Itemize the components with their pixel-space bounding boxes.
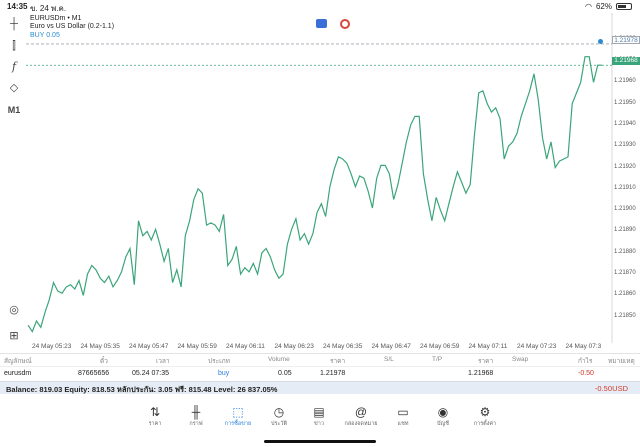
tab-quotes[interactable]: ⇅ ราคา xyxy=(135,404,175,434)
wifi-icon: ◠ xyxy=(585,2,592,11)
news-icon: ▤ xyxy=(313,405,325,419)
pos-profit: -0.50 xyxy=(578,370,594,377)
price-axis-label: 1.21950 xyxy=(614,99,636,106)
time-axis-label: 24 May 06:23 xyxy=(274,343,314,350)
price-chart[interactable] xyxy=(26,13,640,343)
time-axis-label: 24 May 07:11 xyxy=(468,343,508,350)
objects-icon[interactable]: ◇ xyxy=(9,82,19,94)
price-axis-label: 1.21850 xyxy=(614,312,636,319)
tab-settings[interactable]: ⚙ การตั้งค่า xyxy=(465,404,505,434)
col-current-price: ราคา xyxy=(478,358,494,365)
balance-summary: Balance: 819.03 Equity: 818.53 หลักประกั… xyxy=(6,385,278,394)
tab-news[interactable]: ▤ ข่าว xyxy=(299,404,339,434)
gear-icon: ⚙ xyxy=(479,405,491,419)
history-clock-icon: ◷ xyxy=(273,405,285,419)
tab-history[interactable]: ◷ ประวัติ xyxy=(259,404,299,434)
tab-trade[interactable]: ⬚ การซื้อขาย xyxy=(218,404,258,434)
crosshair-icon[interactable]: ┼ xyxy=(10,18,18,30)
positions-header: สัญลักษณ์ ตั๋ว เวลา ประเภท Volume ราคา S… xyxy=(0,353,640,365)
col-profit: กำไร xyxy=(578,358,593,365)
pos-type: buy xyxy=(218,370,230,377)
time-axis-label: 24 May 07:23 xyxy=(517,343,557,350)
col-type: ประเภท xyxy=(208,358,230,365)
time-axis-label: 24 May 05:47 xyxy=(129,343,169,350)
candles-icon: ╫ xyxy=(191,405,201,419)
battery-percent: 62% xyxy=(595,2,612,11)
col-swap: Swap xyxy=(512,356,529,363)
col-tp: T/P xyxy=(432,356,443,363)
pos-ticket: 87665656 xyxy=(78,370,110,377)
status-bar: 14:35 ข. 24 พ.ค. ◠ 62% xyxy=(0,0,640,13)
chart-toggle-icon[interactable] xyxy=(316,19,327,28)
price-axis-label: 1.21880 xyxy=(614,248,636,255)
tab-chat[interactable]: ▭ แชท xyxy=(383,404,423,434)
price-axis-label: 1.21920 xyxy=(614,163,636,170)
balance-currency: USD xyxy=(612,384,628,393)
price-axis-label: 1.21910 xyxy=(614,184,636,191)
pos-time: 05.24 07:35 xyxy=(132,370,169,377)
at-mail-icon: @ xyxy=(354,405,368,419)
battery-icon xyxy=(616,3,632,10)
tab-mailbox[interactable]: @ กล่องจดหมาย xyxy=(341,404,381,434)
price-axis-label: 1.21870 xyxy=(614,270,636,277)
col-symbol: สัญลักษณ์ xyxy=(4,358,32,365)
tab-chart[interactable]: ╫ กราฟ xyxy=(176,404,216,434)
pos-open-price: 1.21978 xyxy=(320,370,346,377)
status-date: ข. 24 พ.ค. xyxy=(30,4,67,13)
balance-bar: Balance: 819.03 Equity: 818.53 หลักประกั… xyxy=(0,381,640,394)
time-axis-label: 24 May 05:23 xyxy=(32,343,72,350)
zoom-icon[interactable]: ◎ xyxy=(9,304,19,316)
indicators-icon[interactable]: ⫿ xyxy=(12,40,16,52)
buy-position-label[interactable]: BUY 0.05 xyxy=(30,32,60,39)
price-series-line xyxy=(27,56,602,333)
tab-account[interactable]: ◉ บัญชี xyxy=(423,404,463,434)
time-axis-label: 24 May 07:3 xyxy=(565,343,602,350)
buy-price-tag: 1.21978 xyxy=(612,36,640,44)
pos-volume: 0.05 xyxy=(278,370,292,377)
col-ticket: ตั๋ว xyxy=(100,358,108,365)
col-open-price: ราคา xyxy=(330,358,346,365)
trade-chart-icon: ⬚ xyxy=(232,405,244,419)
balance-profit: -0.50 xyxy=(594,384,612,393)
col-comment: หมายเหตุ xyxy=(608,358,635,365)
time-axis-label: 24 May 05:35 xyxy=(80,343,120,350)
price-axis-label: 1.21940 xyxy=(614,120,636,127)
chart-symbol: EURUSDm • M1 xyxy=(30,15,82,22)
new-order-icon[interactable]: ⊞ xyxy=(9,330,19,342)
buy-line-marker-icon[interactable] xyxy=(598,39,603,44)
price-axis-label: 1.21890 xyxy=(614,227,636,234)
current-price-tag: 1.21968 xyxy=(612,57,640,65)
timeframe-button[interactable]: M1 xyxy=(7,105,21,115)
col-sl: S/L xyxy=(384,356,394,363)
bottom-tab-bar: ⇅ ราคา ╫ กราฟ ⬚ การซื้อขาย ◷ ประวัติ ▤ ข… xyxy=(0,404,640,447)
pos-current-price: 1.21968 xyxy=(468,370,494,377)
time-axis-label: 24 May 06:47 xyxy=(371,343,411,350)
status-time: 14:35 xyxy=(7,2,28,11)
price-axis-label: 1.21960 xyxy=(614,78,636,85)
status-right: ◠ 62% xyxy=(585,2,632,11)
chart-toolbar: ┼ ⫿ f ◇ M1 ◎ ⊞ xyxy=(0,13,26,343)
price-axis-label: 1.21930 xyxy=(614,142,636,149)
function-icon[interactable]: f xyxy=(11,60,17,73)
price-axis-label: 1.21900 xyxy=(614,206,636,213)
time-axis-label: 24 May 05:59 xyxy=(177,343,217,350)
account-icon: ◉ xyxy=(437,405,449,419)
home-indicator xyxy=(264,440,376,443)
col-time: เวลา xyxy=(156,358,170,365)
time-axis-label: 24 May 06:35 xyxy=(323,343,363,350)
chart-record-icon[interactable] xyxy=(340,19,350,29)
position-row[interactable]: eurusdm 87665656 05.24 07:35 buy 0.05 1.… xyxy=(0,366,640,380)
col-volume: Volume xyxy=(268,356,290,363)
time-axis-label: 24 May 06:11 xyxy=(226,343,265,350)
chart-description: Euro vs US Dollar (0.2-1.1) xyxy=(30,23,115,30)
time-axis: 24 May 05:23 24 May 05:35 24 May 05:47 24 M… xyxy=(26,343,640,353)
time-axis-label: 24 May 06:59 xyxy=(420,343,460,350)
chat-icon: ▭ xyxy=(397,405,409,419)
pos-symbol: eurusdm xyxy=(4,370,32,377)
price-axis-label: 1.21860 xyxy=(614,291,636,298)
updown-arrows-icon: ⇅ xyxy=(149,405,161,419)
chart-svg xyxy=(26,13,613,343)
